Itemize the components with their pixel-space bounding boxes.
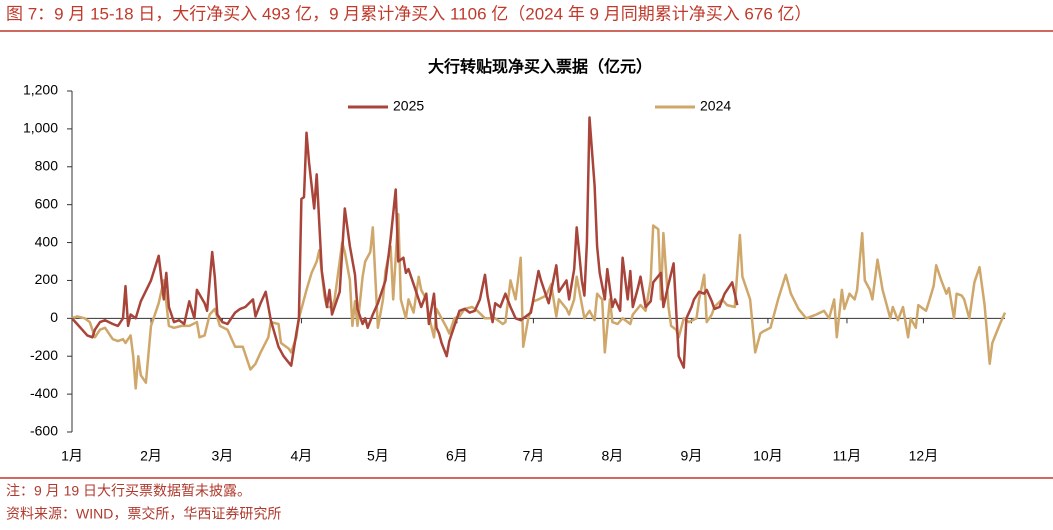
- figure-header: 图 7：9 月 15-18 日，大行净买入 493 亿，9 月累计净买入 110…: [6, 4, 812, 23]
- chart-title: 大行转贴现净买入票据（亿元）: [428, 57, 652, 76]
- line-series: [71, 116, 739, 369]
- legend-label: 2025: [393, 98, 424, 114]
- x-tick-label: 8月: [602, 448, 624, 464]
- x-tick-label: 7月: [523, 448, 545, 464]
- source: 资料来源：WIND，票交所，华西证券研究所: [6, 506, 281, 522]
- y-tick-label: 1,000: [23, 120, 58, 136]
- line-series: [71, 212, 1007, 390]
- y-tick-label: 800: [35, 157, 59, 173]
- note: 注：9 月 19 日大行买票数据暂未披露。: [6, 483, 251, 499]
- y-tick-label: 400: [35, 233, 59, 249]
- x-tick-label: 4月: [291, 448, 313, 464]
- x-tick-label: 1月: [61, 448, 83, 464]
- y-tick-label: 600: [35, 195, 59, 211]
- x-tick-label: 2月: [140, 448, 162, 464]
- y-tick-label: 0: [50, 309, 58, 325]
- y-tick-label: 200: [35, 271, 59, 287]
- legend-label: 2024: [700, 98, 731, 114]
- y-tick-label: -200: [30, 347, 58, 363]
- x-tick-label: 12月: [909, 448, 939, 464]
- x-tick-label: 9月: [681, 448, 703, 464]
- y-tick-label: -400: [30, 385, 58, 401]
- x-tick-label: 5月: [367, 448, 389, 464]
- y-tick-label: 1,200: [23, 82, 58, 98]
- x-tick-label: 10月: [753, 448, 783, 464]
- x-tick-label: 11月: [833, 448, 862, 464]
- x-tick-label: 6月: [446, 448, 468, 464]
- x-tick-label: 3月: [212, 448, 234, 464]
- y-tick-label: -600: [30, 423, 58, 439]
